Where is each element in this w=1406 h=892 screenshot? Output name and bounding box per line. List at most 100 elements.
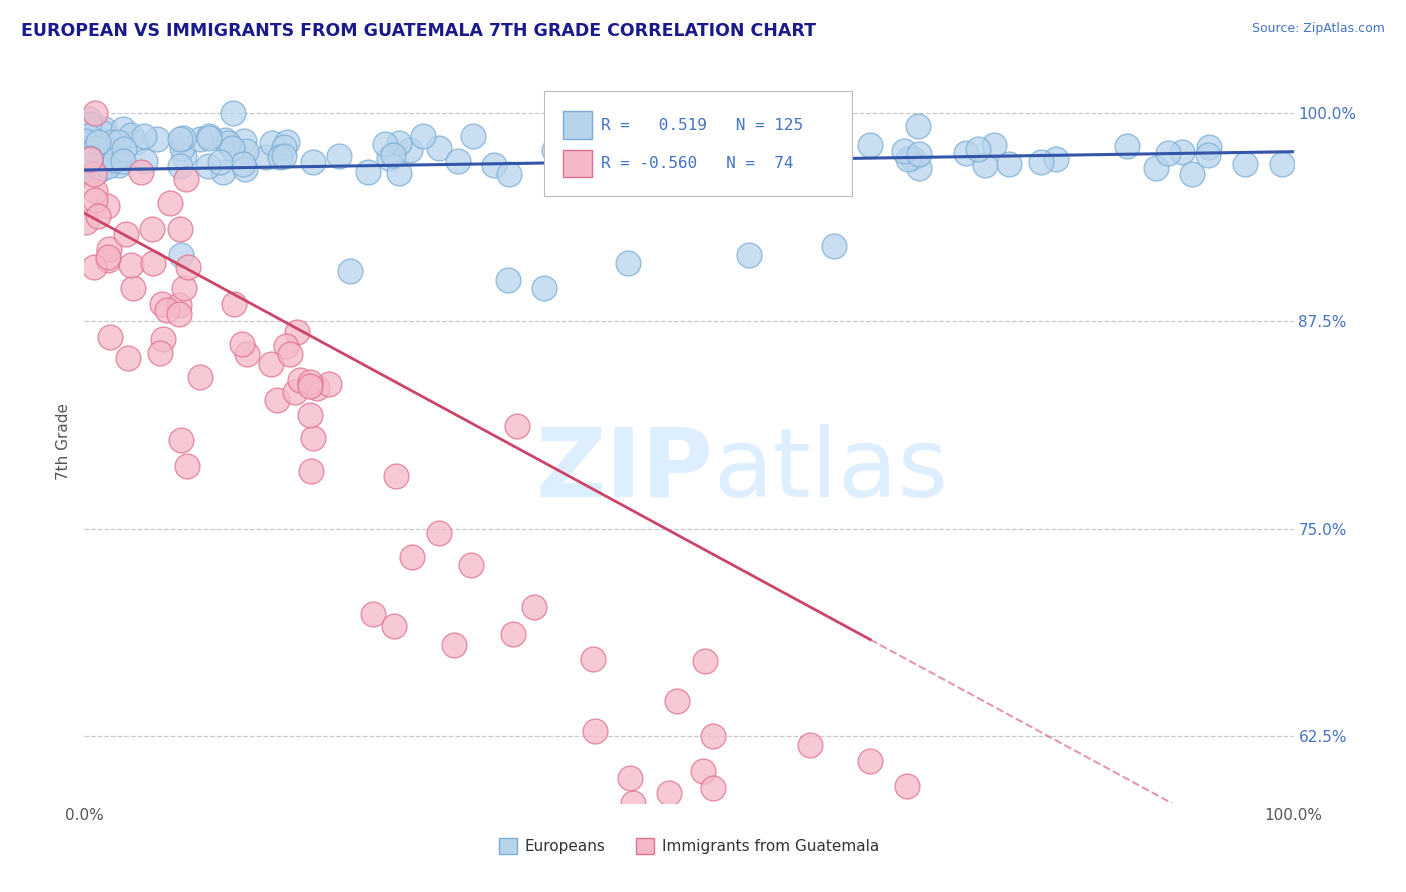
Point	[98, 243, 121, 257]
Point	[77, 135, 100, 149]
Point	[198, 129, 221, 144]
Point	[299, 375, 322, 389]
Point	[212, 165, 235, 179]
Point	[105, 144, 128, 158]
Point	[1233, 156, 1256, 170]
Point	[132, 129, 155, 144]
Point	[150, 297, 173, 311]
Point	[543, 143, 565, 157]
Point	[273, 140, 295, 154]
Point	[702, 780, 724, 795]
Point	[1157, 145, 1180, 160]
Point	[97, 250, 120, 264]
Point	[666, 694, 689, 708]
Point	[117, 351, 139, 366]
Point	[100, 135, 122, 149]
Point	[907, 119, 929, 133]
Point	[98, 330, 121, 344]
Point	[269, 150, 291, 164]
Point	[176, 458, 198, 473]
Point	[188, 132, 211, 146]
Point	[83, 106, 105, 120]
Point	[107, 152, 129, 166]
Point	[177, 260, 200, 274]
Point	[174, 172, 197, 186]
Point	[170, 141, 193, 155]
Point	[301, 154, 323, 169]
Point	[576, 159, 599, 173]
Point	[231, 337, 253, 351]
Point	[84, 193, 107, 207]
Point	[97, 253, 120, 268]
Point	[658, 786, 681, 800]
Point	[76, 129, 98, 144]
Point	[859, 754, 882, 768]
Point	[907, 161, 929, 175]
Point	[482, 158, 505, 172]
Point	[169, 132, 191, 146]
Point	[287, 326, 309, 340]
Point	[374, 136, 396, 151]
Point	[232, 134, 254, 148]
Point	[217, 136, 239, 150]
Point	[232, 157, 254, 171]
Point	[583, 724, 606, 739]
Point	[823, 239, 845, 253]
Point	[79, 164, 101, 178]
Point	[893, 144, 915, 158]
Point	[447, 154, 470, 169]
Point	[142, 256, 165, 270]
Point	[149, 346, 172, 360]
Point	[412, 129, 434, 144]
Point	[621, 796, 644, 810]
Point	[443, 638, 465, 652]
Point	[73, 137, 96, 152]
Point	[222, 105, 245, 120]
Point	[73, 138, 96, 153]
FancyBboxPatch shape	[564, 112, 592, 139]
Point	[108, 158, 131, 172]
Point	[79, 112, 101, 127]
Point	[120, 258, 142, 272]
Point	[73, 152, 96, 166]
Point	[385, 468, 408, 483]
Point	[222, 297, 245, 311]
Point	[190, 369, 212, 384]
Point	[617, 256, 640, 270]
Point	[79, 153, 101, 167]
Point	[214, 133, 236, 147]
Point	[73, 135, 96, 149]
Point	[427, 526, 450, 541]
Point	[463, 128, 485, 143]
Point	[112, 122, 135, 136]
Point	[236, 347, 259, 361]
Point	[93, 122, 115, 136]
Point	[572, 137, 595, 152]
Point	[974, 158, 997, 172]
Text: atlas: atlas	[713, 424, 948, 517]
Point	[75, 153, 97, 167]
Point	[361, 607, 384, 621]
Legend: Europeans, Immigrants from Guatemala: Europeans, Immigrants from Guatemala	[492, 832, 886, 860]
Point	[1198, 140, 1220, 154]
Point	[619, 771, 641, 785]
Point	[83, 260, 105, 275]
Text: R =   0.519   N = 125: R = 0.519 N = 125	[600, 118, 803, 133]
Point	[460, 558, 482, 572]
Point	[506, 419, 529, 434]
Point	[141, 222, 163, 236]
Point	[77, 117, 100, 131]
Point	[998, 157, 1021, 171]
Point	[87, 210, 110, 224]
Point	[1197, 148, 1219, 162]
Point	[173, 280, 195, 294]
FancyBboxPatch shape	[544, 91, 852, 196]
Point	[1029, 154, 1052, 169]
Point	[1171, 145, 1194, 159]
Point	[91, 126, 114, 140]
Point	[159, 196, 181, 211]
Point	[298, 409, 321, 423]
Point	[859, 137, 882, 152]
Point	[75, 145, 97, 159]
Point	[129, 165, 152, 179]
